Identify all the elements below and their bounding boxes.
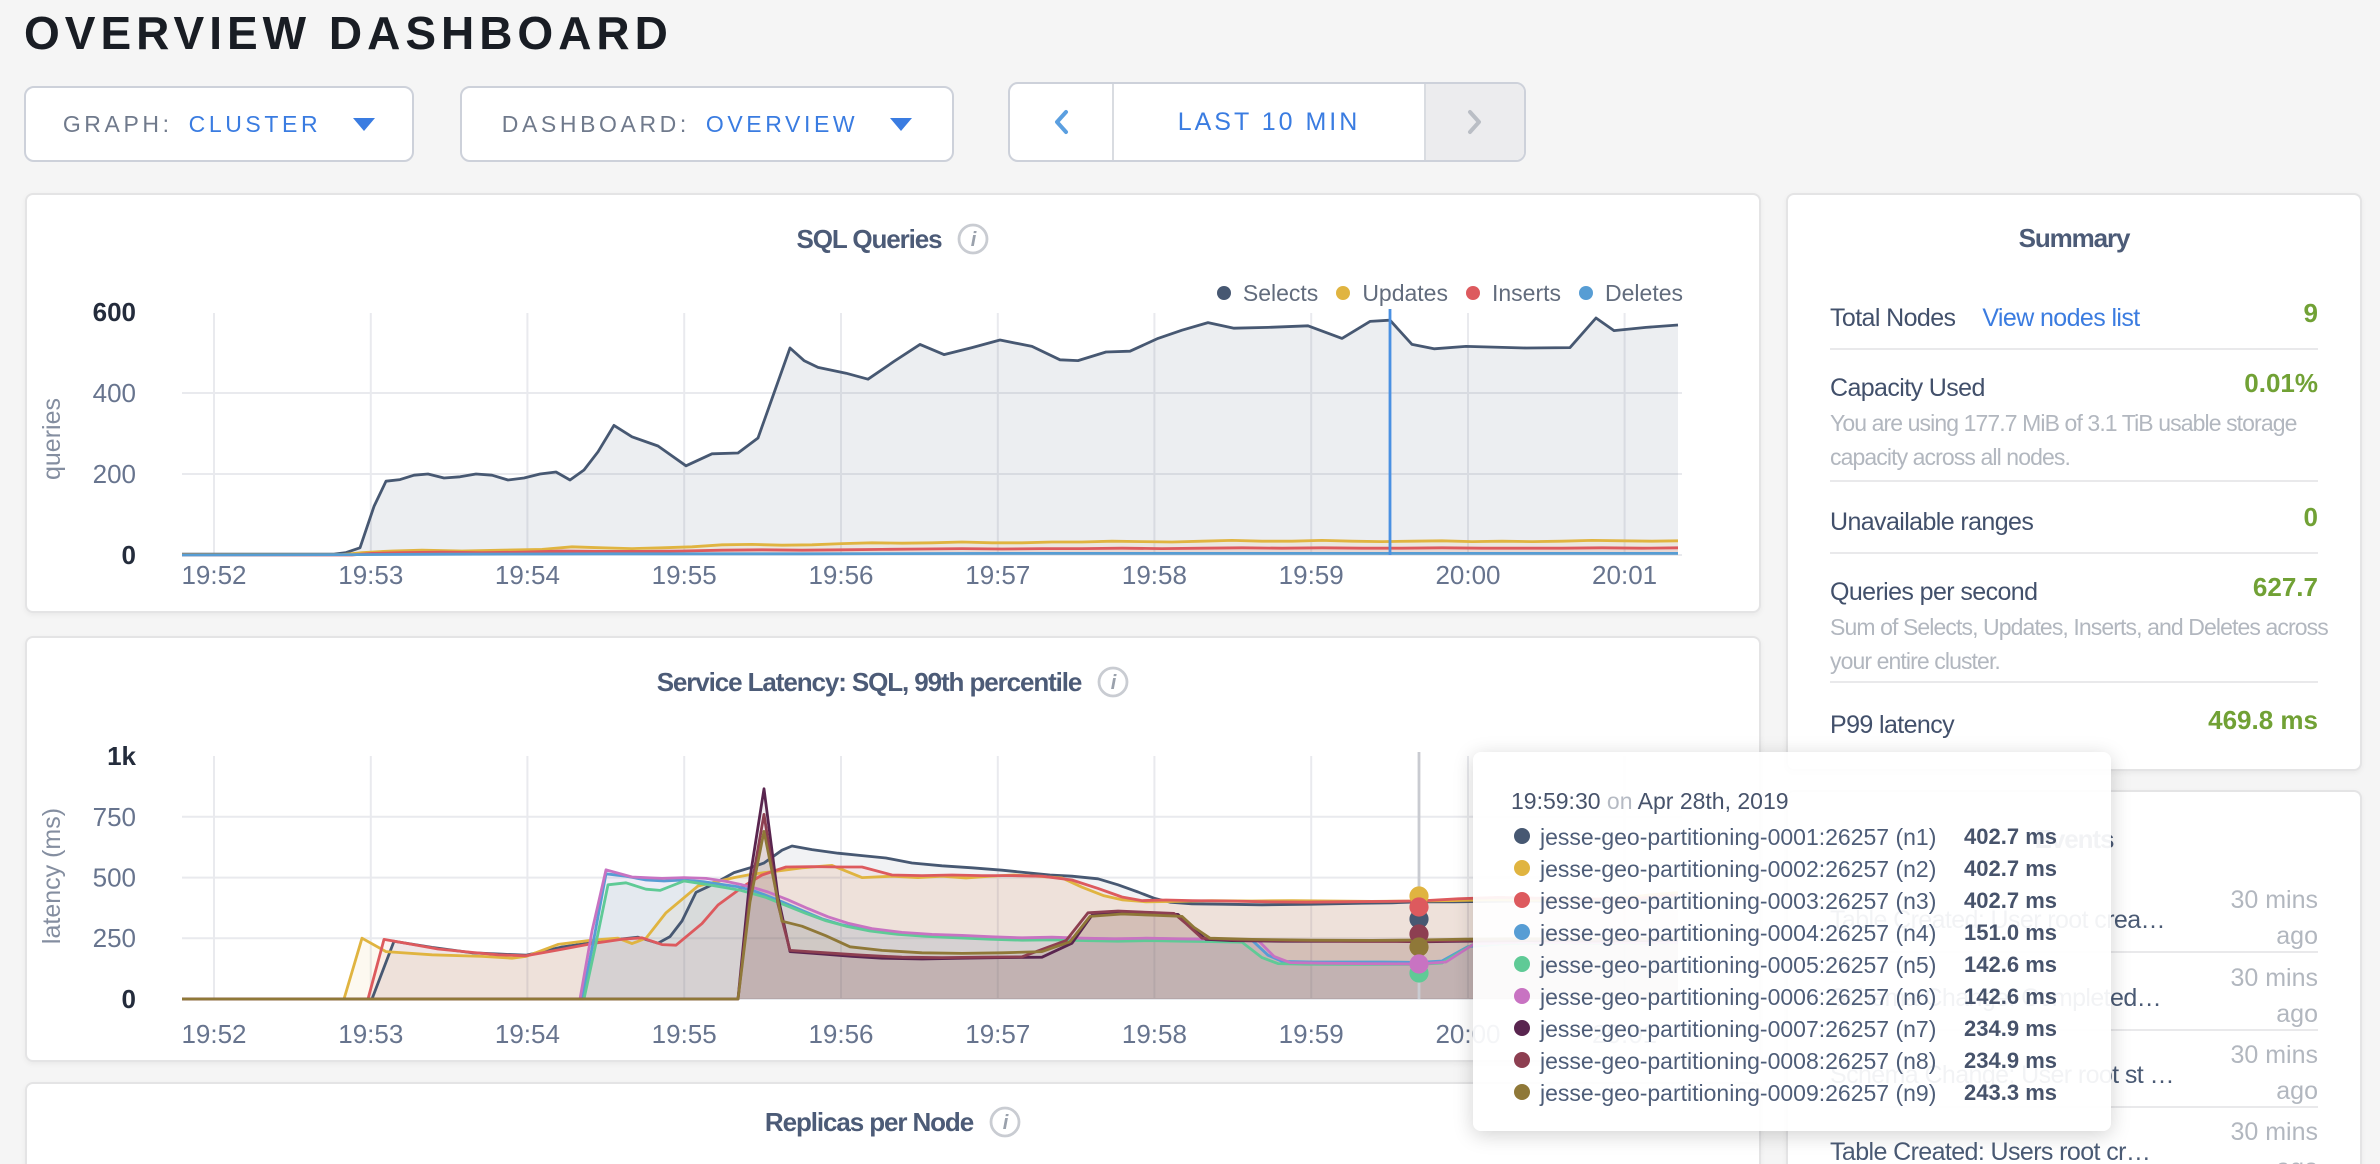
svg-text:600: 600 bbox=[93, 297, 136, 327]
svg-text:19:57: 19:57 bbox=[965, 1019, 1030, 1049]
svg-text:0: 0 bbox=[122, 540, 136, 570]
svg-text:i: i bbox=[1003, 1112, 1009, 1134]
svg-text:latency (ms): latency (ms) bbox=[38, 808, 66, 944]
svg-text:19:52: 19:52 bbox=[181, 560, 246, 590]
svg-text:500: 500 bbox=[93, 862, 136, 892]
svg-text:queries: queries bbox=[38, 398, 66, 480]
svg-text:20:00: 20:00 bbox=[1435, 560, 1500, 590]
svg-text:19:53: 19:53 bbox=[338, 1019, 403, 1049]
svg-text:19:57: 19:57 bbox=[965, 560, 1030, 590]
svg-text:19:58: 19:58 bbox=[1122, 560, 1187, 590]
svg-text:19:59: 19:59 bbox=[1279, 560, 1344, 590]
svg-text:1k: 1k bbox=[107, 741, 136, 771]
svg-text:i: i bbox=[971, 229, 977, 251]
svg-text:750: 750 bbox=[93, 802, 136, 832]
svg-text:19:54: 19:54 bbox=[495, 1019, 560, 1049]
svg-text:20:01: 20:01 bbox=[1592, 560, 1657, 590]
svg-text:19:56: 19:56 bbox=[808, 1019, 873, 1049]
svg-text:19:54: 19:54 bbox=[495, 560, 560, 590]
svg-text:400: 400 bbox=[93, 378, 136, 408]
svg-text:19:58: 19:58 bbox=[1122, 1019, 1187, 1049]
svg-text:i: i bbox=[1111, 672, 1117, 694]
svg-text:19:56: 19:56 bbox=[808, 560, 873, 590]
svg-text:19:55: 19:55 bbox=[652, 1019, 717, 1049]
svg-text:19:52: 19:52 bbox=[181, 1019, 246, 1049]
svg-text:0: 0 bbox=[122, 984, 136, 1014]
svg-text:19:59: 19:59 bbox=[1279, 1019, 1344, 1049]
svg-text:250: 250 bbox=[93, 923, 136, 953]
svg-text:19:55: 19:55 bbox=[652, 560, 717, 590]
svg-text:19:53: 19:53 bbox=[338, 560, 403, 590]
svg-text:200: 200 bbox=[93, 459, 136, 489]
